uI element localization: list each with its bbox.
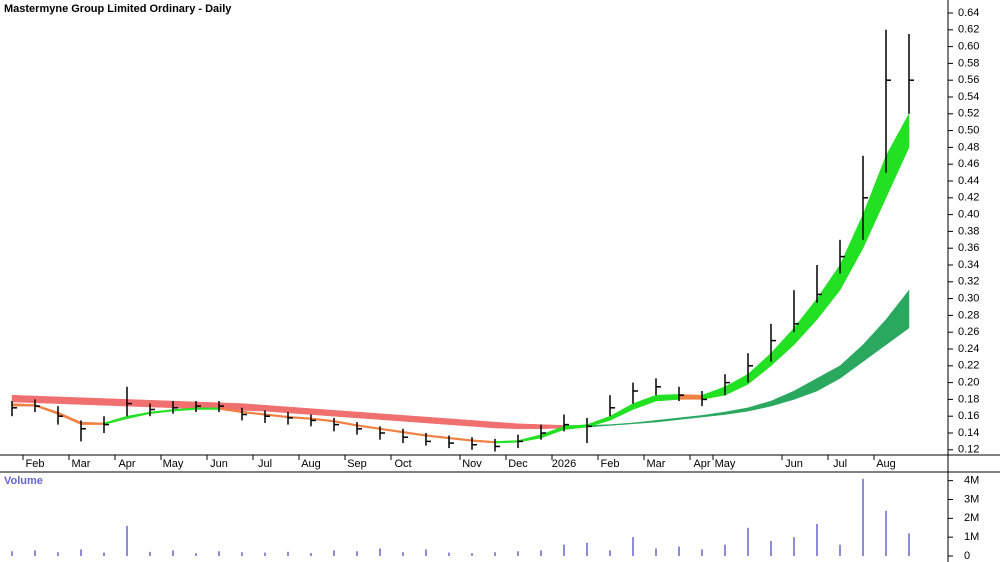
x-tick-label: Jul bbox=[258, 458, 272, 470]
y-tick-label: 0.18 bbox=[958, 393, 979, 405]
ma-band bbox=[885, 113, 910, 198]
y-tick-label: 0.24 bbox=[958, 343, 979, 355]
y-tick-label: 0.60 bbox=[958, 41, 979, 53]
x-tick-label: 2026 bbox=[552, 458, 576, 470]
ma-band bbox=[195, 407, 220, 410]
y-tick-label: 0.56 bbox=[958, 74, 979, 86]
x-tick-label: Aug bbox=[876, 458, 896, 470]
x-tick-label: Dec bbox=[508, 458, 528, 470]
x-tick-label: Jun bbox=[785, 458, 803, 470]
x-tick-label: May bbox=[163, 458, 184, 470]
x-tick-label: Oct bbox=[394, 458, 411, 470]
y-tick-label: 3M bbox=[964, 493, 979, 505]
volume-label: Volume bbox=[4, 475, 43, 487]
x-tick-label: Nov bbox=[462, 458, 482, 470]
ma-band bbox=[11, 394, 36, 404]
x-tick-label: Feb bbox=[601, 458, 620, 470]
x-tick-label: Jul bbox=[833, 458, 847, 470]
y-tick-label: 0.40 bbox=[958, 209, 979, 221]
x-tick-label: Apr bbox=[118, 458, 135, 470]
y-tick-label: 0.22 bbox=[958, 360, 979, 372]
ma-band bbox=[80, 397, 105, 406]
x-tick-label: May bbox=[715, 458, 736, 470]
ma-band bbox=[517, 423, 542, 430]
y-tick-label: 0.12 bbox=[958, 444, 979, 456]
y-tick-label: 0.32 bbox=[958, 276, 979, 288]
y-tick-label: 0.26 bbox=[958, 326, 979, 338]
y-tick-label: 0 bbox=[964, 550, 970, 562]
x-tick-label: Jun bbox=[210, 458, 228, 470]
y-tick-label: 0.36 bbox=[958, 242, 979, 254]
chart-title: Mastermyne Group Limited Ordinary - Dail… bbox=[4, 3, 232, 15]
y-tick-label: 0.42 bbox=[958, 192, 979, 204]
y-tick-label: 0.44 bbox=[958, 175, 979, 187]
y-tick-label: 0.28 bbox=[958, 309, 979, 321]
x-tick-label: Mar bbox=[72, 458, 91, 470]
y-tick-label: 0.54 bbox=[958, 91, 979, 103]
x-tick-label: Sep bbox=[347, 458, 367, 470]
y-tick-label: 4M bbox=[964, 475, 979, 487]
y-tick-label: 0.14 bbox=[958, 427, 979, 439]
ma-band bbox=[57, 396, 82, 405]
y-tick-label: 0.46 bbox=[958, 158, 979, 170]
y-tick-label: 0.58 bbox=[958, 57, 979, 69]
y-tick-label: 0.34 bbox=[958, 259, 979, 271]
y-tick-label: 0.50 bbox=[958, 125, 979, 137]
y-tick-label: 0.16 bbox=[958, 410, 979, 422]
x-tick-label: Mar bbox=[647, 458, 666, 470]
y-tick-label: 0.48 bbox=[958, 141, 979, 153]
x-tick-label: Aug bbox=[301, 458, 321, 470]
ma-band bbox=[149, 399, 174, 409]
ma-band bbox=[885, 289, 910, 346]
y-tick-label: 0.52 bbox=[958, 108, 979, 120]
ma-band bbox=[103, 398, 128, 407]
y-tick-label: 0.62 bbox=[958, 24, 979, 36]
y-tick-label: 2M bbox=[964, 512, 979, 524]
ma-band bbox=[34, 395, 59, 404]
y-tick-label: 0.30 bbox=[958, 293, 979, 305]
y-tick-label: 0.64 bbox=[958, 7, 979, 19]
y-tick-label: 0.20 bbox=[958, 377, 979, 389]
x-tick-label: Feb bbox=[26, 458, 45, 470]
y-tick-label: 0.38 bbox=[958, 225, 979, 237]
y-tick-label: 1M bbox=[964, 531, 979, 543]
x-tick-label: Apr bbox=[693, 458, 710, 470]
